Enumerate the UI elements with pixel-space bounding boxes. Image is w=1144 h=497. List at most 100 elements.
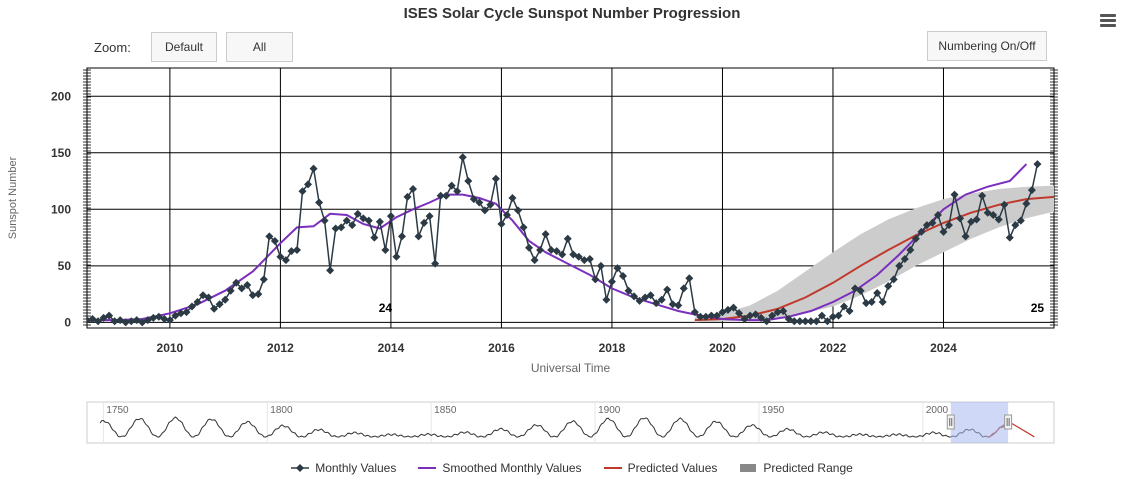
monthly-value-point — [276, 252, 285, 261]
monthly-value-point — [436, 191, 445, 200]
monthly-value-point — [933, 210, 942, 219]
monthly-value-point — [906, 246, 915, 254]
monthly-value-point — [397, 232, 406, 241]
legend-range-label: Predicted Range — [763, 461, 853, 475]
monthly-value-point — [652, 299, 661, 308]
monthly-value-point — [176, 309, 185, 318]
monthly-value-point — [630, 292, 639, 301]
plot-series — [87, 153, 1054, 327]
monthly-value-point — [950, 190, 959, 199]
monthly-value-point — [823, 317, 832, 326]
navigator-year-label: 1750 — [106, 405, 129, 416]
monthly-value-point — [386, 212, 395, 221]
monthly-value-point — [668, 300, 677, 309]
navigator-handle-box — [1004, 414, 1013, 430]
navigator-selection — [950, 402, 1009, 443]
monthly-value-point — [674, 301, 683, 310]
monthly-value-point — [464, 177, 473, 186]
numbering-toggle-button[interactable]: Numbering On/Off — [927, 31, 1047, 61]
monthly-value-point — [469, 195, 478, 204]
monthly-value-point — [497, 220, 506, 228]
monthly-value-point — [353, 209, 362, 218]
navigator-history-line — [99, 416, 1006, 438]
monthly-value-point — [712, 311, 721, 320]
zoom-default-button[interactable]: Default — [151, 32, 217, 62]
monthly-value-point — [420, 218, 429, 227]
navigator-handle[interactable] — [946, 414, 955, 430]
monthly-value-point — [873, 288, 882, 297]
monthly-value-point — [618, 272, 627, 280]
monthly-value-point — [939, 227, 948, 236]
monthly-value-point — [790, 317, 799, 326]
legend-item-smoothed[interactable]: Smoothed Monthly Values — [418, 461, 582, 475]
monthly-value-point — [889, 275, 898, 284]
navigator-handle-box — [946, 414, 955, 430]
monthly-value-point — [580, 256, 589, 265]
monthly-value-point — [596, 261, 605, 270]
monthly-value-point — [364, 216, 373, 225]
monthly-value-point — [945, 221, 954, 230]
monthly-value-point — [348, 221, 357, 230]
monthly-value-point — [221, 295, 230, 304]
monthly-value-point — [204, 293, 213, 302]
hamburger-menu-icon[interactable] — [1100, 14, 1116, 28]
monthly-value-point — [425, 212, 434, 221]
monthly-value-point — [900, 255, 909, 264]
monthly-value-point — [751, 310, 760, 319]
monthly-value-point — [326, 266, 335, 275]
monthly-value-point — [746, 311, 755, 320]
y-axis-title: Sunspot Number — [7, 156, 19, 239]
monthly-value-point — [431, 259, 440, 268]
x-tick-label: 2016 — [488, 341, 515, 355]
monthly-value-point — [514, 206, 523, 215]
navigator-handle[interactable] — [1004, 414, 1013, 430]
monthly-value-point — [690, 308, 699, 317]
zoom-label: Zoom: — [94, 40, 131, 55]
monthly-value-point — [519, 223, 528, 232]
monthly-value-point — [585, 255, 594, 264]
monthly-value-point — [447, 181, 456, 190]
monthly-value-point — [574, 252, 583, 261]
legend-monthly-symbol — [291, 462, 310, 474]
zoom-all-button[interactable]: All — [226, 32, 293, 62]
monthly-value-point — [840, 302, 849, 311]
legend-monthly-label: Monthly Values — [315, 461, 397, 475]
monthly-value-point — [1000, 200, 1009, 209]
monthly-value-point — [956, 214, 965, 223]
monthly-value-point — [828, 312, 837, 321]
monthly-value-point — [270, 236, 279, 245]
monthly-value-point — [187, 302, 196, 311]
monthly-value-point — [331, 224, 340, 233]
monthly-value-point — [182, 308, 191, 317]
monthly-value-point — [165, 316, 174, 325]
monthly-value-point — [480, 206, 489, 215]
monthly-value-point — [370, 233, 379, 242]
monthly-value-point — [812, 317, 821, 326]
monthly-value-point — [403, 192, 412, 201]
monthly-value-point — [121, 318, 130, 327]
monthly-value-point — [607, 277, 616, 286]
monthly-value-point — [287, 247, 296, 256]
monthly-value-point — [972, 215, 981, 224]
monthly-value-point — [1016, 216, 1025, 225]
monthly-value-point — [779, 307, 788, 316]
monthly-value-point — [298, 187, 307, 196]
legend-item-range[interactable]: Predicted Range — [739, 461, 853, 475]
legend-item-monthly[interactable]: Monthly Values — [291, 461, 396, 475]
monthly-value-point — [375, 217, 384, 226]
monthly-value-point — [635, 296, 644, 305]
monthly-value-point — [801, 317, 810, 326]
monthly-value-point — [475, 198, 484, 207]
legend-item-predicted[interactable]: Predicted Values — [603, 461, 717, 475]
y-tick-label: 50 — [58, 259, 72, 273]
monthly-value-point — [281, 256, 290, 265]
monthly-value-point — [342, 216, 351, 225]
legend-smoothed-symbol — [418, 462, 437, 474]
cycle-label: 25 — [1031, 301, 1045, 315]
monthly-value-point — [254, 290, 263, 299]
navigator-year-label: 1850 — [434, 405, 457, 416]
monthly-value-point — [867, 298, 876, 306]
monthly-value-point — [127, 317, 136, 326]
monthly-value-point — [232, 278, 241, 287]
